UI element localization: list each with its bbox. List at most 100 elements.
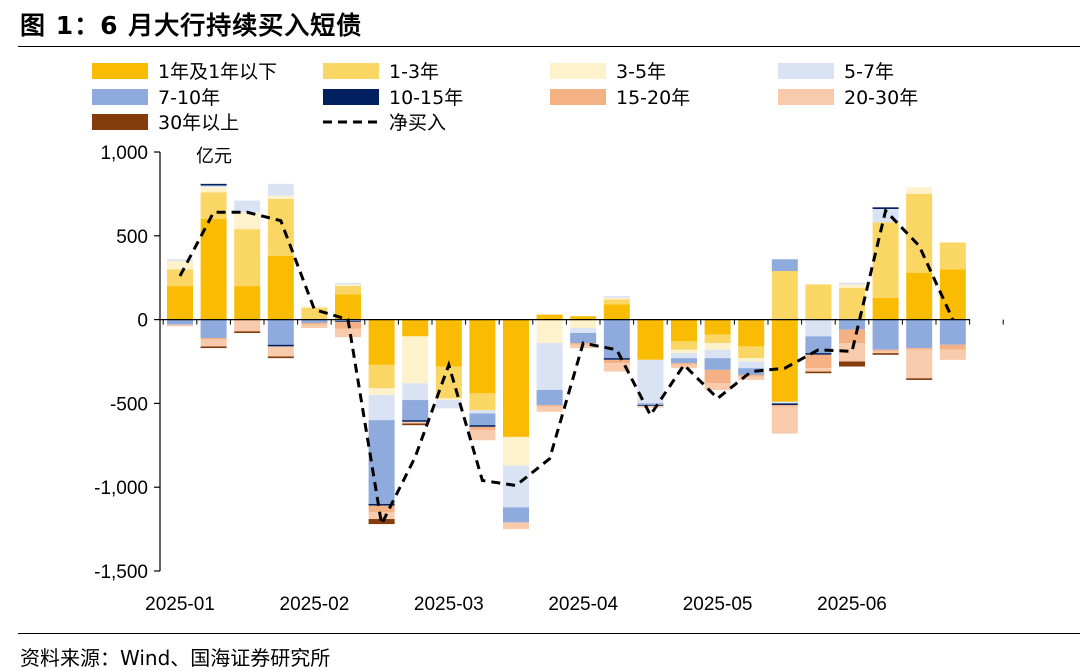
bar-segment [368,364,395,389]
y-tick-label: 500 [116,227,148,248]
bar-segment [805,319,832,337]
legend-label: 20-30年 [844,87,918,109]
bar-segment [335,294,361,320]
bar-segment [167,324,193,327]
legend: 1年及1年以下 1-3年 3-5年 5-7年 7-10年 10-15年 15-20年 20-3… [92,61,918,134]
bar-segment [200,219,227,320]
bar-segment [805,354,832,369]
bar-segment [671,364,697,369]
legend-swatch [92,114,148,130]
bar-segment [503,522,529,530]
bar-segment [637,405,664,408]
bar-segment [738,346,765,359]
bar-segment [839,284,865,288]
bar-segment [368,505,395,513]
bar-segment [839,361,865,367]
figure-title: 图 1：6 月大行持续买入短债 [20,11,363,40]
bar-segment [368,395,395,421]
bar-segment [503,507,529,523]
bar-segment [234,200,261,213]
y-axis: 1,000 500 0 -500 -1,000 -1,500 [94,143,161,583]
bar-segment [805,371,832,374]
x-tick-label: 2025-05 [683,594,753,615]
legend-item: 1年及1年以下 [92,61,277,83]
bar-segment [805,284,832,320]
legend-swatch [550,63,606,79]
net-buy-line-path [178,207,955,529]
bar-segment [939,349,966,360]
legend-swatch [323,89,379,105]
bar-segment [503,436,529,466]
source-note: 资料来源：Wind、国海证券研究所 [20,646,331,670]
legend-label: 30年以上 [158,112,239,134]
bar-segment [671,341,697,350]
legend-item: 30年以上 [92,112,239,134]
bar-segment [872,319,899,350]
bar-segment [839,319,865,330]
bar-segment [939,269,966,320]
bar-segment [939,319,966,345]
legend-item: 1-3年 [323,61,439,83]
legend-item: 3-5年 [550,61,666,83]
bar-segment [603,304,630,320]
bar-segment [469,430,496,441]
bar-segment [368,319,395,365]
bar-segment [671,353,697,359]
x-tick-label: 2025-04 [548,594,618,615]
bar-segment [872,353,899,355]
bar-segment [200,319,227,339]
bar-segment [906,349,933,379]
y-tick-label: -1,500 [94,562,148,583]
bar-segment [267,319,294,345]
bar-segment [603,319,630,359]
legend-swatch [92,89,148,105]
bar-segment [704,349,731,359]
bar-segment [402,421,429,424]
bar-segment [603,296,630,298]
bar-segment [906,187,933,194]
bar-segment [234,212,261,230]
bar-segment [301,319,328,323]
bar-segment [536,406,563,412]
bar-segment [335,328,361,338]
bar-segment [570,319,597,328]
bar-segment [402,420,429,422]
bar-segment [435,400,462,409]
bar-segment [771,405,798,407]
bar-segment [738,319,765,347]
legend-item: 20-30年 [778,87,918,109]
bar-segment [435,319,462,367]
bar-segment [267,195,294,199]
legend-swatch [550,89,606,105]
legend-label: 1-3年 [389,61,439,83]
bar-segment [570,333,597,344]
bar-segment [771,319,798,402]
bar-segment [536,405,563,407]
x-tick-label: 2025-06 [817,594,887,615]
legend-label: 净买入 [389,112,446,134]
legend-swatch [778,63,834,79]
bar-segment [469,425,496,427]
bar-segment [671,363,697,365]
bar-segment [771,270,798,320]
bar-series [167,183,966,530]
bar-segment [402,400,429,421]
bar-segment [738,376,765,380]
bar-segment [234,319,261,332]
bar-segment [704,334,731,344]
bar-segment [671,319,697,342]
bar-segment [167,319,193,325]
bar-segment [906,348,933,350]
bar-segment [200,187,227,193]
bar-segment [771,406,798,434]
bar-segment [402,319,429,337]
bar-segment [536,319,563,344]
bar-segment [167,286,193,320]
bar-segment [200,346,227,349]
bar-segment [704,319,731,335]
bar-segment [301,324,328,328]
bar-segment [267,356,294,359]
bar-segment [301,322,328,325]
bar-segment [771,259,798,271]
net-buy-line [178,207,955,529]
